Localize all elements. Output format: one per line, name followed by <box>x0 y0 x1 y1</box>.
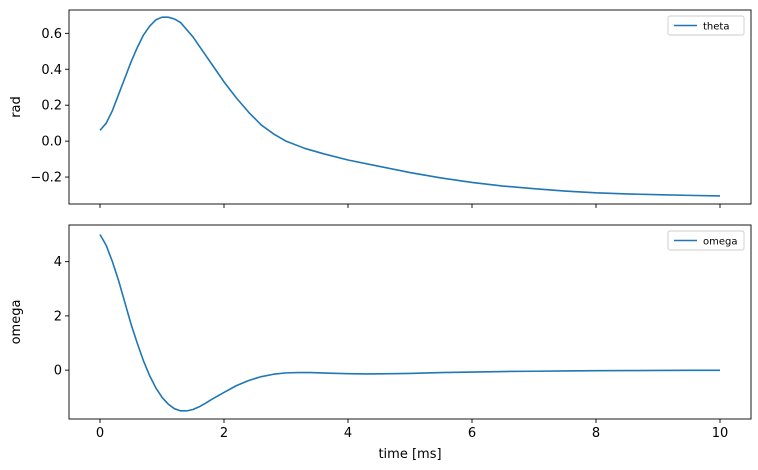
y-tick-label: 0.0 <box>41 135 62 150</box>
axes-frame <box>68 224 752 420</box>
x-tick-label: 10 <box>712 426 729 441</box>
omega-panel: 0 2 4 6 8 10 0 2 4 omega time [ms] omega <box>9 224 752 462</box>
legend-label: omega <box>703 236 738 247</box>
y-tick-label: 2 <box>54 309 62 324</box>
series-line-theta <box>99 16 721 197</box>
x-tick-label: 0 <box>96 426 104 441</box>
x-tick-label: 4 <box>344 426 352 441</box>
series-line-omega <box>99 234 720 412</box>
y-tick-label: 4 <box>54 255 62 270</box>
theta-panel: −0.2 0.0 0.2 0.4 0.6 rad theta <box>9 9 752 208</box>
y-tick-label: 0.2 <box>41 99 62 114</box>
legend-box <box>667 230 745 251</box>
legend: theta <box>667 15 745 36</box>
y-tick-label: 0.6 <box>41 27 62 42</box>
axes-frame <box>68 9 752 205</box>
y-tick-label: −0.2 <box>30 171 62 186</box>
x-tick-label: 2 <box>220 426 228 441</box>
y-axis-label: omega <box>9 300 24 345</box>
x-tick-label: 8 <box>592 426 600 441</box>
y-tick-label: 0 <box>54 364 62 379</box>
x-tick-label: 6 <box>468 426 476 441</box>
legend-box <box>667 15 745 36</box>
legend: omega <box>667 230 745 251</box>
y-axis-label: rad <box>9 96 24 118</box>
legend-label: theta <box>703 21 729 32</box>
x-axis-label: time [ms] <box>378 447 441 462</box>
y-tick-label: 0.4 <box>41 63 62 78</box>
